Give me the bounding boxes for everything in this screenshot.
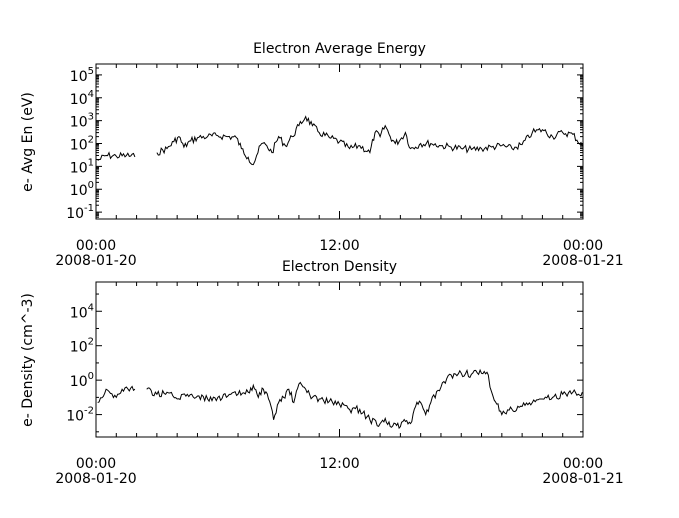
energy-title: Electron Average Energy [253, 41, 426, 57]
energy-ytick-label: 103 [70, 112, 94, 131]
energy-series-line [97, 115, 583, 166]
density-ytick-label: 102 [70, 337, 94, 356]
density-xtick-time: 12:00 [319, 456, 359, 472]
density-ytick-labels: 10-2 100 102 104 [66, 302, 94, 424]
energy-ytick-label: 104 [70, 89, 94, 108]
energy-ytick-label: 102 [70, 135, 94, 154]
density-panel: Electron Density e- Density (cm^-3) 10-2… [20, 259, 624, 487]
density-ylabel: e- Density (cm^-3) [20, 293, 36, 427]
density-ticks [95, 282, 584, 437]
density-title: Electron Density [282, 259, 397, 275]
energy-panel: Electron Average Energy e- Avg En (eV) 1… [20, 41, 624, 269]
density-ytick-label: 100 [70, 371, 94, 390]
energy-ytick-label: 105 [70, 66, 94, 85]
energy-ticks [95, 63, 584, 220]
energy-xtick-time: 00:00 [563, 238, 603, 254]
energy-ytick-label: 10-1 [66, 203, 94, 222]
energy-xtick-time: 00:00 [76, 238, 116, 254]
density-xtick-time: 00:00 [76, 456, 116, 472]
density-xtick-date: 2008-01-20 [55, 471, 136, 487]
energy-xtick-date: 2008-01-20 [55, 253, 136, 269]
energy-ytick-label: 101 [70, 157, 94, 176]
density-series-line [97, 368, 583, 430]
density-ytick-label: 10-2 [66, 406, 94, 425]
energy-ylabel: e- Avg En (eV) [20, 92, 36, 192]
energy-xtick-date: 2008-01-21 [542, 253, 623, 269]
density-xtick-time: 00:00 [563, 456, 603, 472]
density-plot-frame [95, 281, 584, 438]
density-xtick-date: 2008-01-21 [542, 471, 623, 487]
energy-xtick-time: 12:00 [319, 238, 359, 254]
density-ytick-label: 104 [70, 302, 94, 321]
energy-ytick-label: 100 [70, 180, 94, 199]
energy-ytick-labels: 10-1 100 101 102 103 104 105 [66, 66, 94, 222]
